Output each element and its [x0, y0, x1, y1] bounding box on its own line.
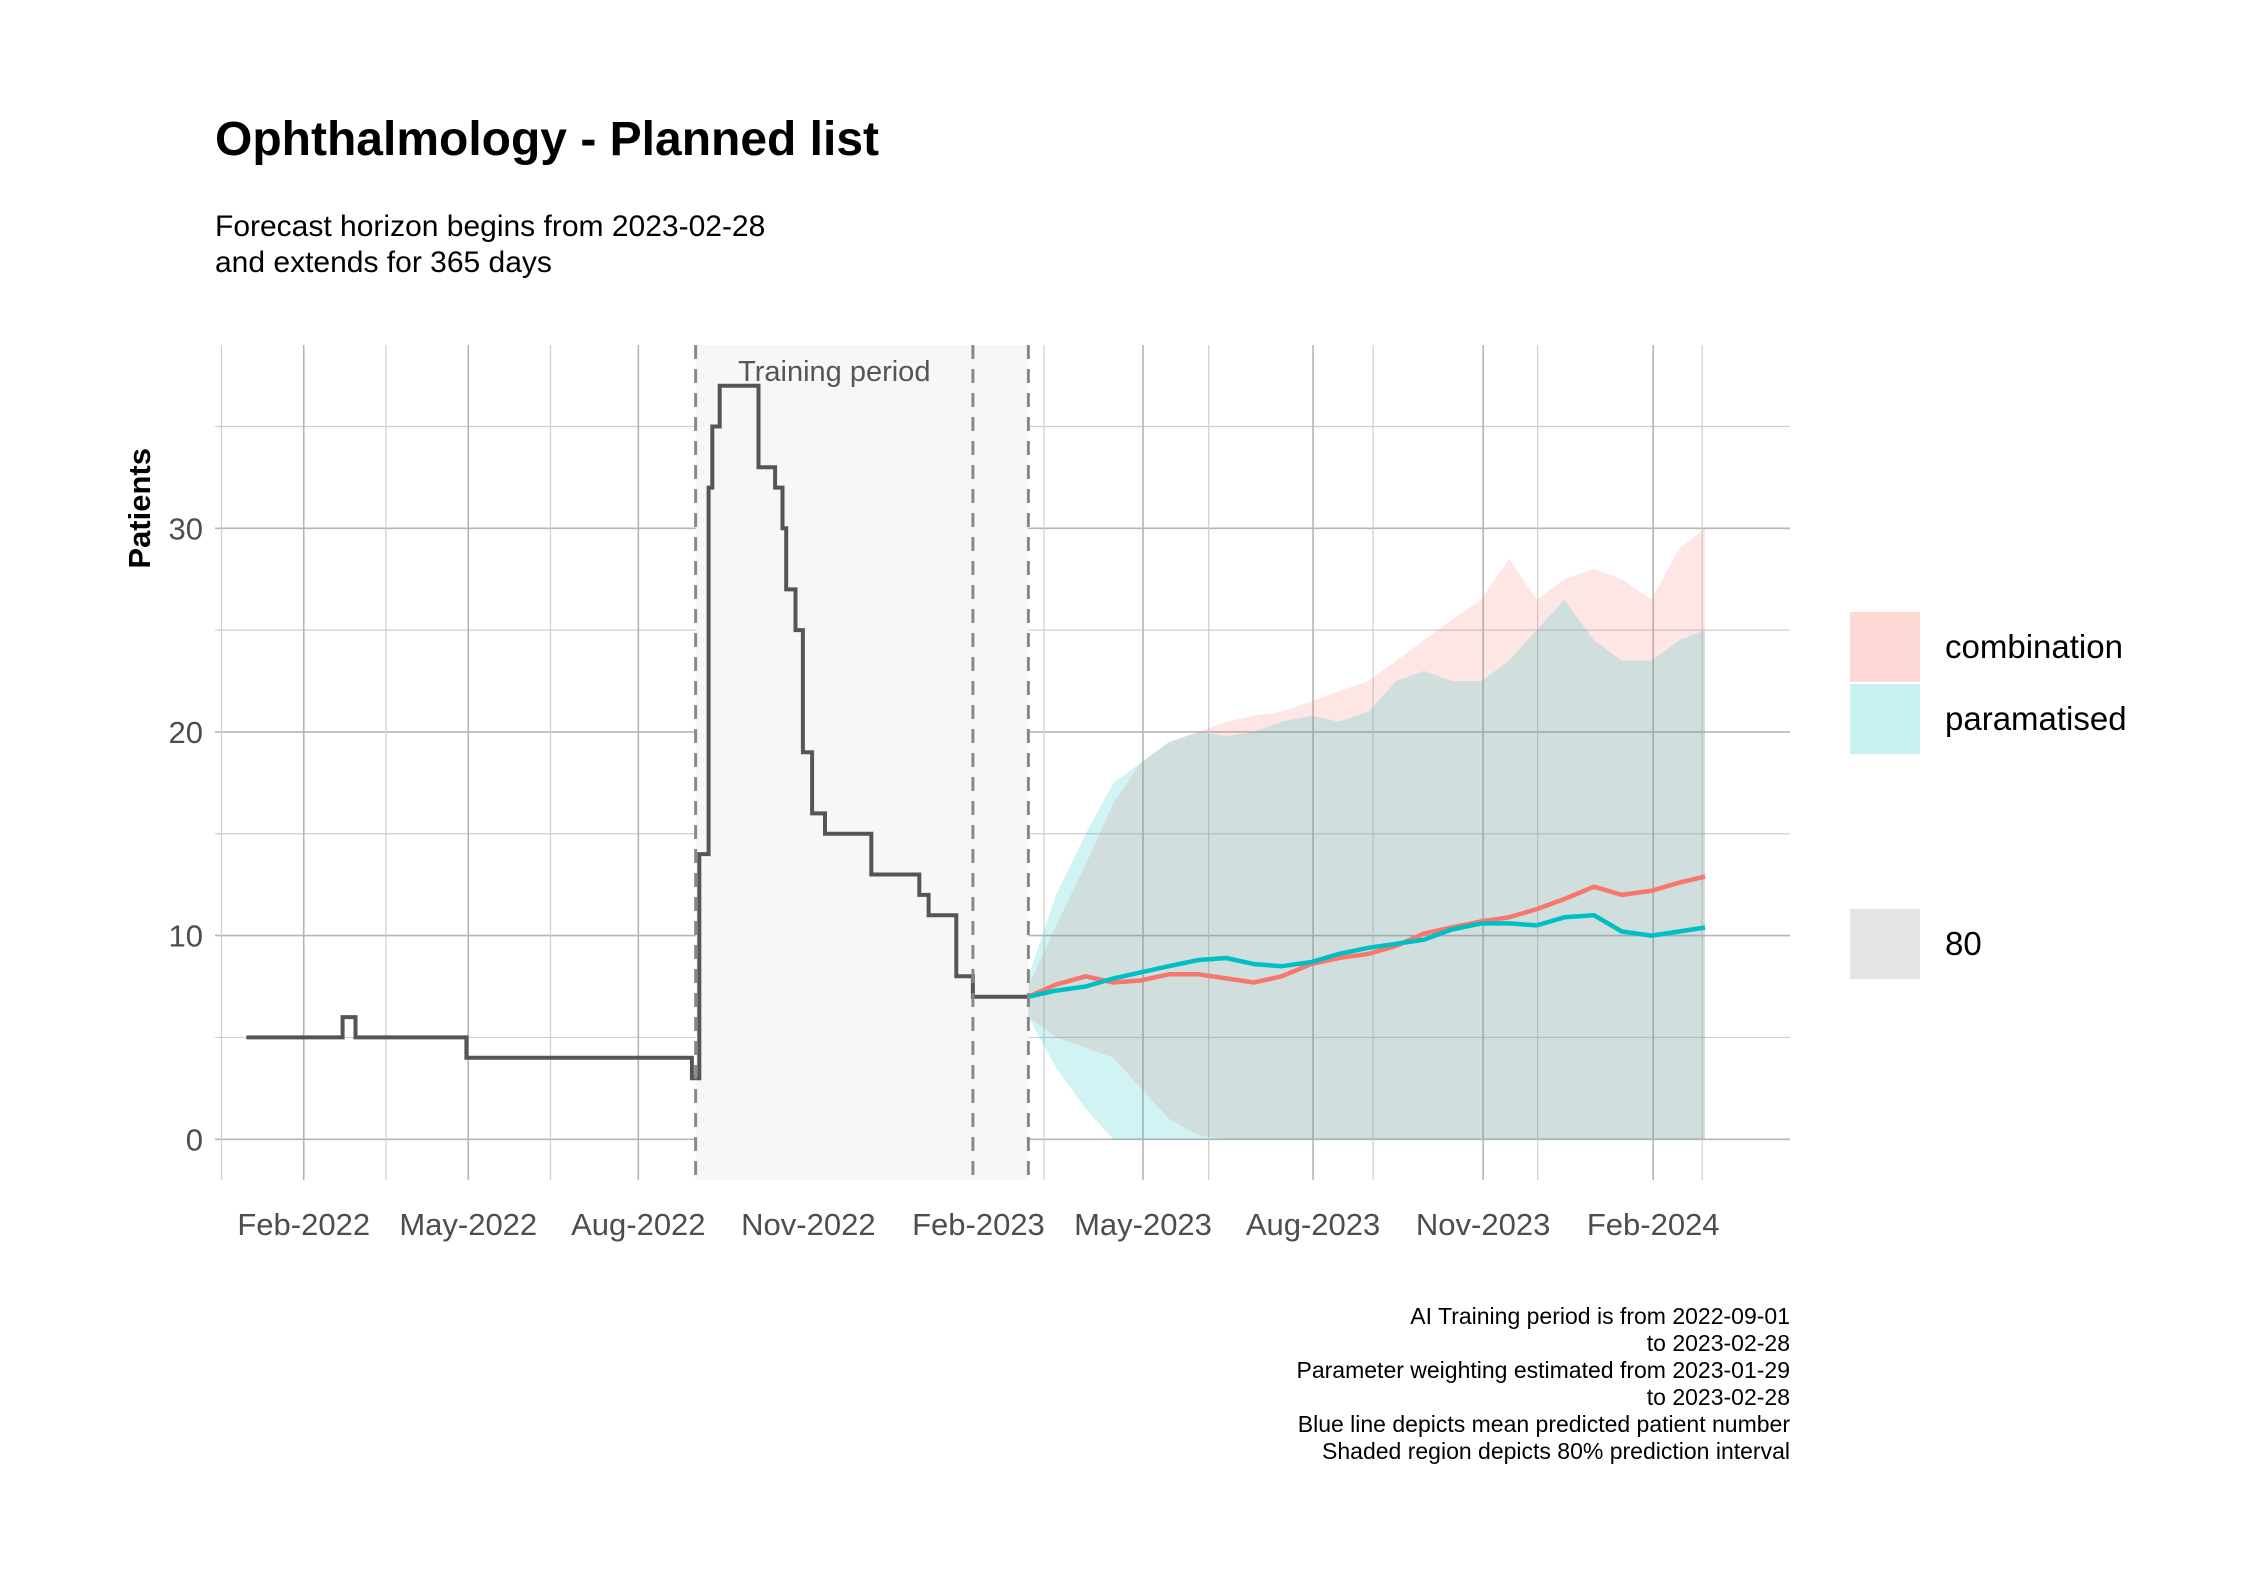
caption-line-2: to 2023-02-28 — [1646, 1330, 1790, 1356]
observed-line — [246, 383, 1029, 1081]
axis-labels: 0 10 20 30 Feb-2022 May-2022 Aug-2022 Nov-2022 F… — [122, 356, 1720, 1242]
caption-line-5: Blue line depicts mean predicted patient… — [1297, 1411, 1790, 1437]
x-tick-label: Nov-2023 — [1416, 1207, 1550, 1242]
training-period-shade — [695, 345, 1029, 1180]
caption-line-6: Shaded region depicts 80% prediction int… — [1322, 1438, 1790, 1464]
x-tick-label: May-2022 — [399, 1207, 537, 1242]
y-tick-label: 30 — [169, 511, 203, 546]
training-period-label: Training period — [738, 356, 930, 388]
x-tick-label: Feb-2023 — [912, 1207, 1045, 1242]
x-tick-label: Aug-2022 — [571, 1207, 705, 1242]
legend-swatch-paramatised — [1850, 684, 1920, 754]
caption-line-1: AI Training period is from 2022-09-01 — [1410, 1303, 1790, 1329]
x-tick-label: Feb-2024 — [1587, 1207, 1720, 1242]
y-axis-label: Patients — [122, 448, 157, 569]
chart-subtitle-line-2: and extends for 365 days — [215, 246, 552, 279]
y-tick-label: 10 — [169, 919, 203, 954]
mean-line-combination — [1027, 874, 1706, 999]
x-tick-label: Feb-2022 — [237, 1207, 370, 1242]
x-tick-label: Aug-2023 — [1246, 1207, 1380, 1242]
chart-title: Ophthalmology - Planned list — [215, 113, 880, 166]
chart-subtitle-line-1: Forecast horizon begins from 2023-02-28 — [215, 210, 766, 243]
legend-swatch-combination — [1850, 612, 1920, 682]
caption-line-3: Parameter weighting estimated from 2023-… — [1296, 1357, 1790, 1383]
legend-label-interval: 80 — [1945, 925, 1982, 962]
y-tick-label: 20 — [169, 715, 203, 750]
legend-label-combination: combination — [1945, 628, 2123, 665]
prediction-interval-bands — [1028, 528, 1705, 1140]
caption-line-4: to 2023-02-28 — [1646, 1384, 1790, 1410]
training-period-rect — [695, 345, 1029, 1180]
y-tick-label: 0 — [186, 1122, 203, 1157]
training-vlines — [694, 345, 1030, 1180]
series-lines — [246, 383, 1706, 1081]
interval-band-combination — [1028, 528, 1705, 1140]
mean-line-paramatised — [1027, 912, 1706, 999]
interval-band-paramatised — [1028, 599, 1705, 1140]
legend-swatch-interval — [1850, 909, 1920, 979]
x-tick-label: Nov-2022 — [741, 1207, 875, 1242]
legend-label-paramatised: paramatised — [1945, 700, 2127, 737]
x-tick-label: May-2023 — [1074, 1207, 1212, 1242]
